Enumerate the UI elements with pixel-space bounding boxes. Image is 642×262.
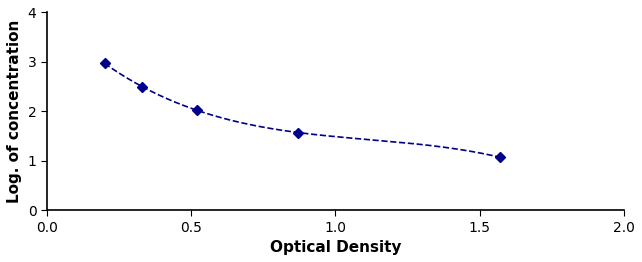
Y-axis label: Log. of concentration: Log. of concentration bbox=[7, 20, 22, 203]
X-axis label: Optical Density: Optical Density bbox=[270, 240, 401, 255]
